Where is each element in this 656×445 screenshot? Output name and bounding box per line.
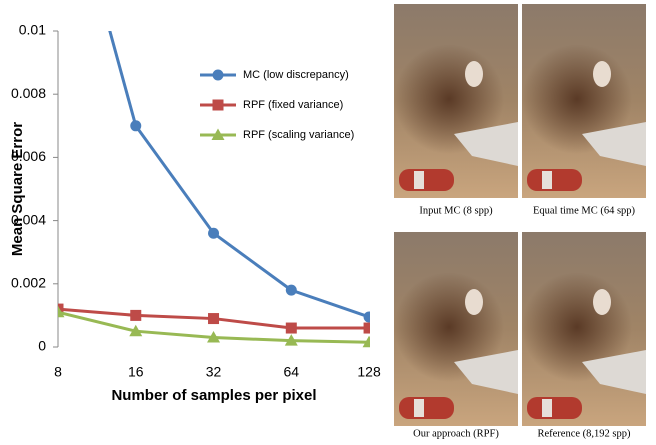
image <box>394 232 518 426</box>
marker <box>58 305 65 318</box>
marker <box>363 311 370 323</box>
y-axis-title: Mean Square Error <box>9 122 26 256</box>
marker <box>130 309 142 321</box>
y-tick-label: 0.01 <box>19 22 46 38</box>
marker <box>207 331 221 343</box>
y-tick-label: 0.004 <box>11 211 46 227</box>
y-tick-label: 0.002 <box>11 275 46 291</box>
plot-area <box>58 31 370 348</box>
marker <box>363 322 370 334</box>
caption: Input MC (8 spp) <box>419 205 493 216</box>
marker <box>208 227 220 239</box>
legend-label: RPF (fixed variance) <box>243 99 343 111</box>
legend-marker <box>212 99 224 111</box>
legend-label: MC (low discrepancy) <box>243 69 349 81</box>
image <box>522 4 646 198</box>
marker <box>208 313 220 325</box>
image <box>394 4 518 198</box>
x-axis-title: Number of samples per pixel <box>111 387 316 404</box>
marker <box>129 324 143 337</box>
legend-label: RPF (scaling variance) <box>243 129 354 141</box>
y-tick-label: 0.008 <box>11 85 46 101</box>
x-tick-label: 128 <box>357 364 381 380</box>
x-tick-label: 8 <box>54 364 62 380</box>
legend-marker <box>211 128 225 140</box>
marker <box>285 322 297 334</box>
marker <box>362 335 370 348</box>
marker <box>284 334 298 346</box>
marker <box>130 120 142 132</box>
series-line <box>108 31 370 319</box>
x-tick-label: 32 <box>206 364 222 380</box>
y-tick-label: 0.006 <box>11 148 46 164</box>
caption: Reference (8,192 spp) <box>537 428 631 439</box>
caption: Our approach (RPF) <box>413 428 499 439</box>
x-tick-label: 64 <box>284 364 300 380</box>
legend-marker <box>212 69 224 81</box>
caption: Equal time MC (64 spp) <box>533 205 636 216</box>
image <box>522 232 646 426</box>
y-tick-label: 0 <box>38 338 46 354</box>
marker <box>285 284 297 296</box>
x-tick-label: 16 <box>128 364 144 380</box>
marker <box>58 303 64 315</box>
